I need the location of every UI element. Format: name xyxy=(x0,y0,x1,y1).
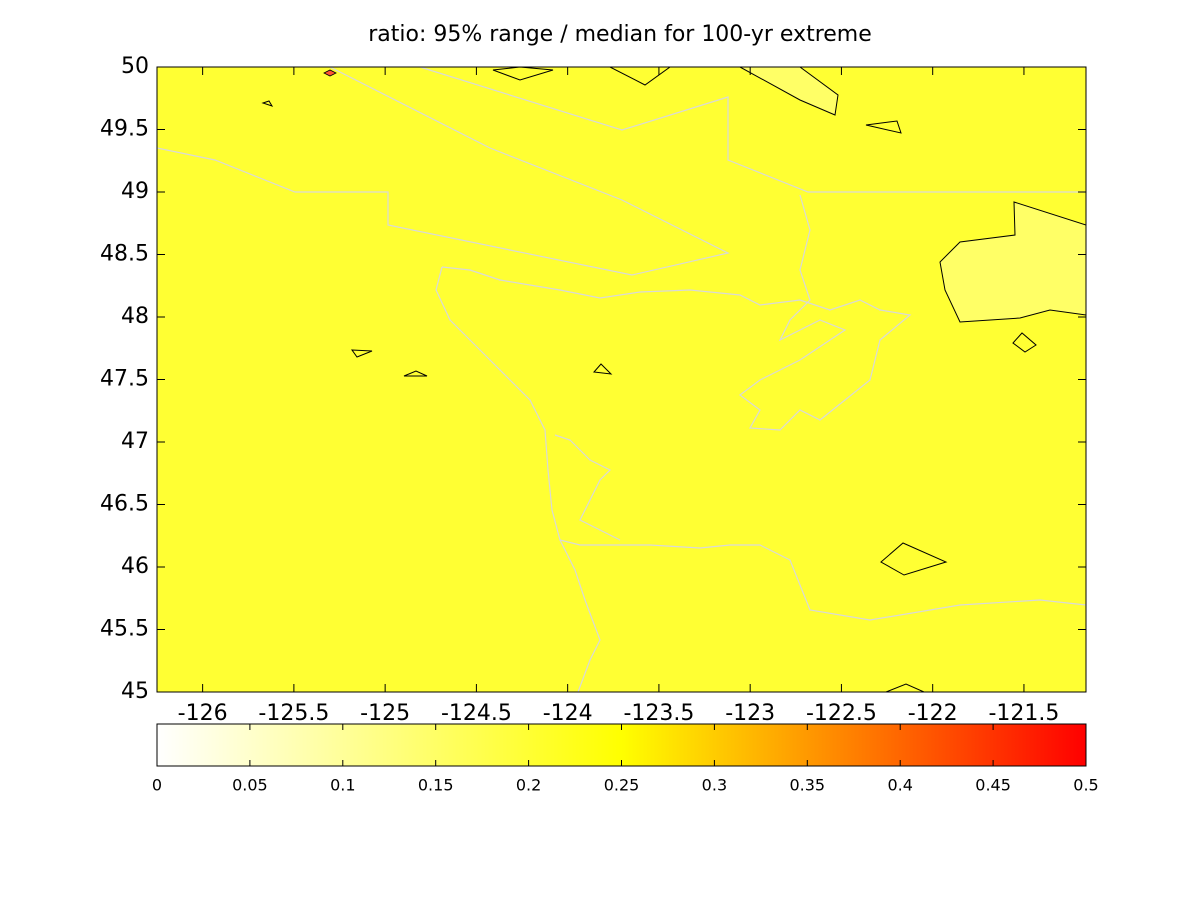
x-tick-label: -124.5 xyxy=(441,701,512,726)
colorbar-tick-label: 0.25 xyxy=(604,776,640,795)
x-tick-label: -123 xyxy=(725,701,775,726)
colorbar-tick-label: 0.45 xyxy=(975,776,1011,795)
colorbar-tick-label: 0.15 xyxy=(418,776,454,795)
x-tick-label: -123.5 xyxy=(623,701,694,726)
border xyxy=(157,67,730,276)
y-tick-label: 48.5 xyxy=(100,242,149,267)
chart-title: ratio: 95% range / median for 100-yr ext… xyxy=(368,22,872,47)
x-tick-label: -124 xyxy=(543,701,593,726)
y-tick-label: 46 xyxy=(121,554,149,579)
x-tick-label: -122 xyxy=(908,701,958,726)
y-tick-label: 50 xyxy=(121,54,149,79)
contour-region xyxy=(739,67,839,116)
contour-region xyxy=(939,201,1086,323)
x-tick-label: -125.5 xyxy=(258,701,329,726)
coastline xyxy=(435,266,1086,621)
colorbar xyxy=(156,723,1087,767)
colorbar-tick-label: 0 xyxy=(152,776,162,795)
contour-peak xyxy=(323,69,337,77)
colorbar-tick-label: 0.5 xyxy=(1073,776,1098,795)
contour-line xyxy=(403,370,428,377)
y-tick-label: 45.5 xyxy=(100,617,149,642)
contour-line xyxy=(492,67,554,81)
colorbar-tick-label: 0.1 xyxy=(330,776,355,795)
map-layer xyxy=(157,67,1086,692)
map-field xyxy=(157,67,1086,692)
border xyxy=(419,67,1086,193)
contour-line xyxy=(865,120,902,134)
colorbar-tick-label: 0.35 xyxy=(789,776,825,795)
contour-line xyxy=(592,363,613,375)
x-tick-label: -122.5 xyxy=(806,701,877,726)
y-tick-label: 49 xyxy=(121,179,149,204)
contour-line xyxy=(880,542,948,576)
colorbar-tick-label: 0.2 xyxy=(516,776,541,795)
contour-line xyxy=(609,67,671,86)
colorbar-tick-label: 0.3 xyxy=(702,776,727,795)
coastline xyxy=(554,434,621,541)
x-tick-label: -126 xyxy=(178,701,228,726)
contour-line xyxy=(350,349,373,358)
contour-line xyxy=(261,100,274,107)
y-tick-label: 47.5 xyxy=(100,367,149,392)
contour-line xyxy=(1012,332,1037,353)
y-tick-label: 46.5 xyxy=(100,492,149,517)
y-tick-label: 49.5 xyxy=(100,117,149,142)
coastline xyxy=(441,194,912,431)
y-tick-label: 47 xyxy=(121,429,149,454)
y-tick-label: 48 xyxy=(121,304,149,329)
contour-line xyxy=(885,683,925,692)
x-tick-label: -121.5 xyxy=(988,701,1059,726)
y-tick-label: 45 xyxy=(121,679,149,704)
colorbar-tick-label: 0.4 xyxy=(887,776,912,795)
x-tick-label: -125 xyxy=(360,701,410,726)
colorbar-tick-label: 0.05 xyxy=(232,776,268,795)
coastline xyxy=(559,539,601,692)
